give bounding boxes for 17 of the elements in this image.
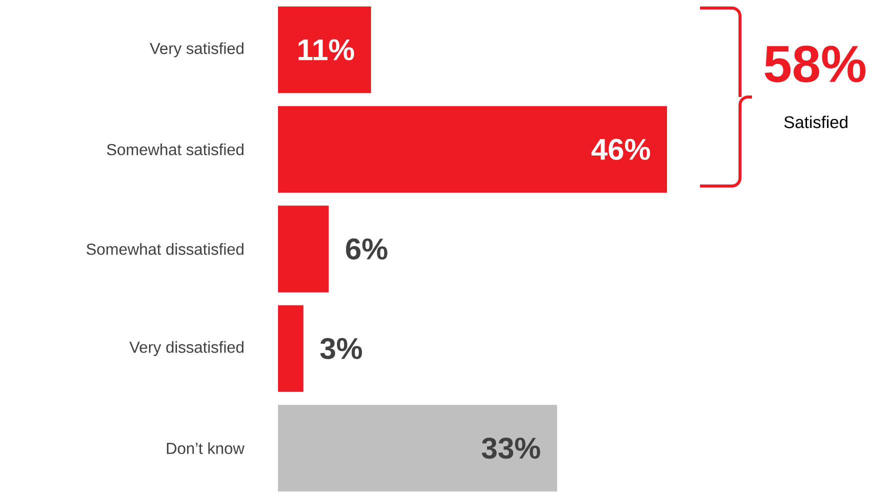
y-tick-label: Don’t know (166, 442, 244, 454)
text: 58% (764, 46, 866, 82)
data-label: 33% (482, 438, 540, 459)
bar (278, 305, 304, 392)
bar (278, 106, 668, 193)
y-tick-label: Somewhat dissatisfied (86, 243, 244, 255)
y-tick-label: Very dissatisfied (129, 341, 244, 356)
bar (278, 404, 558, 492)
text: Satisfied (784, 116, 848, 128)
data-label: 11% (298, 39, 354, 60)
data-label: 3% (320, 338, 362, 360)
y-tick-label: Somewhat satisfied (106, 144, 244, 156)
bar (278, 206, 329, 292)
data-label: 6% (346, 238, 388, 260)
y-tick-label: Very satisfied (150, 42, 244, 58)
bar (278, 6, 372, 94)
data-label: 46% (591, 138, 650, 160)
